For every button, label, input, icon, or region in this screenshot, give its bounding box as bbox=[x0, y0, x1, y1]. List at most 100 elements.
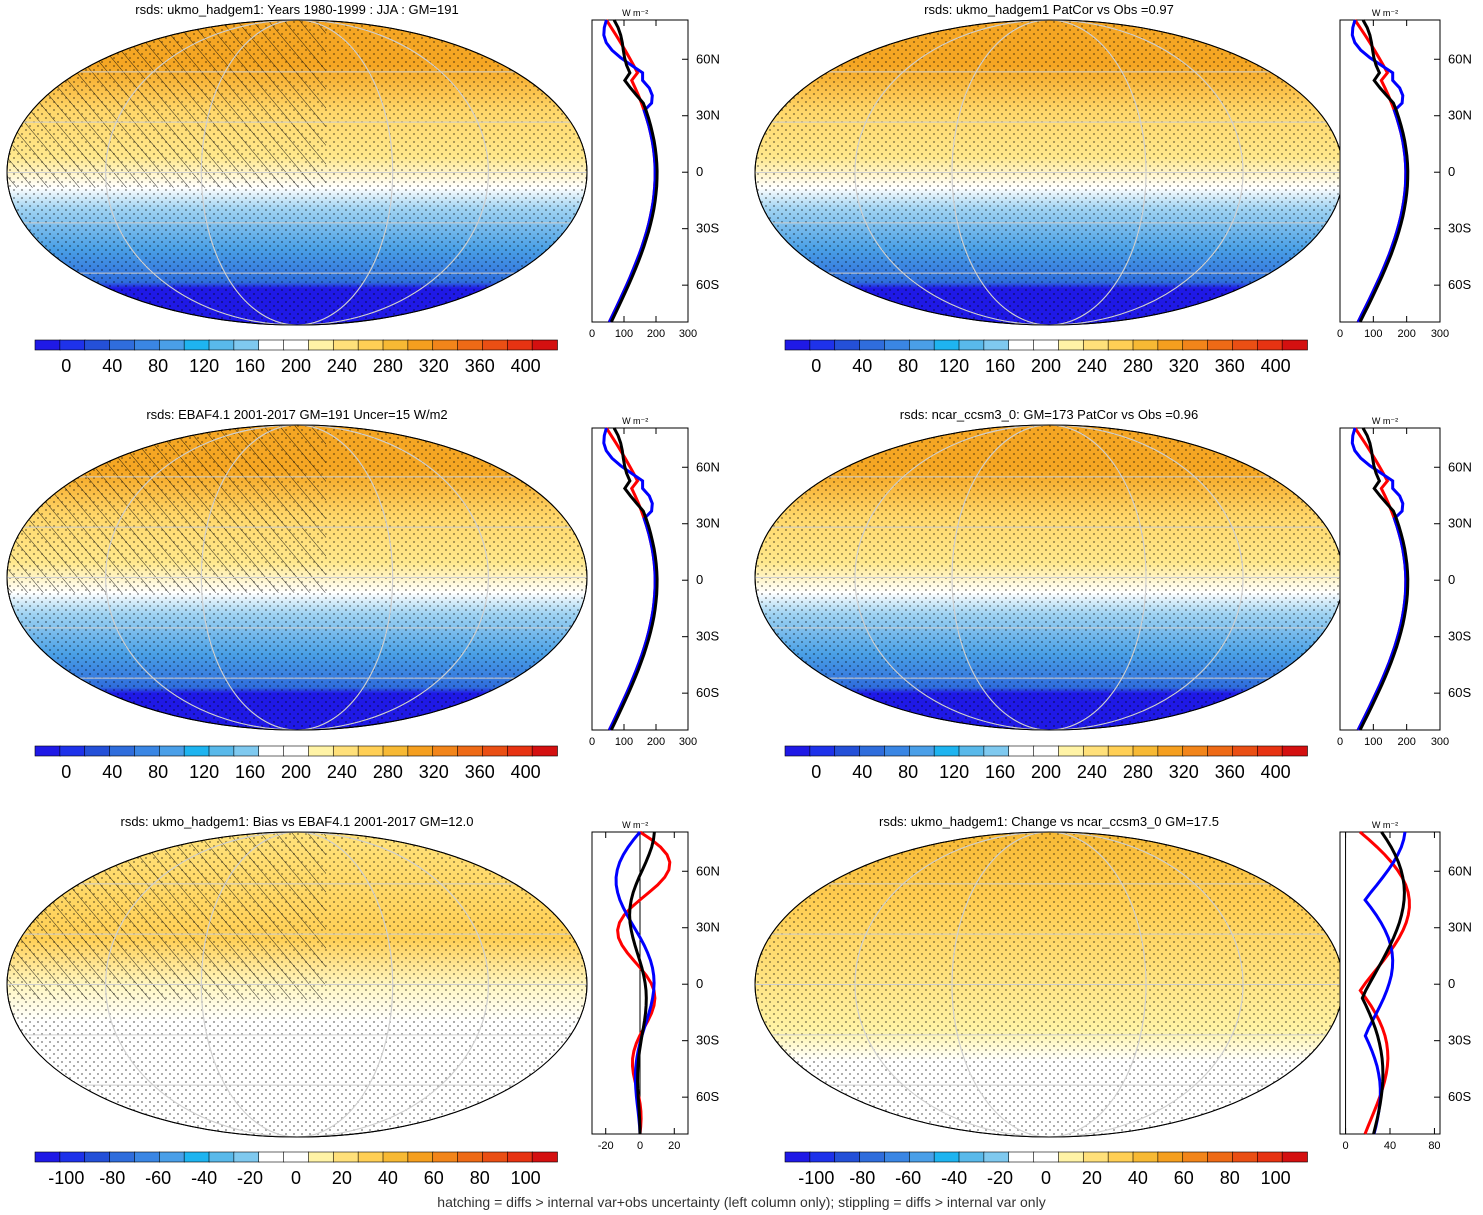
zonal-mean-plot: W m⁻² 0 100 200 300 60N 30N 0 30S 60S bbox=[1337, 8, 1472, 340]
panel-4: rsds: ncar_ccsm3_0: GM=173 PatCor vs Obs… bbox=[754, 407, 1472, 782]
zonal-x-tick-label: 0 bbox=[1337, 736, 1343, 748]
colorbar-swatch bbox=[1033, 1151, 1060, 1163]
colorbar-swatch bbox=[859, 745, 886, 757]
zonal-lat-label: 30N bbox=[696, 108, 720, 123]
colorbar-swatch bbox=[208, 1151, 235, 1163]
zonal-lat-label: 30N bbox=[1448, 920, 1472, 935]
colorbar-label: 320 bbox=[419, 762, 449, 782]
zonal-x-tick-label: 100 bbox=[1364, 736, 1382, 748]
colorbar-swatch bbox=[158, 745, 185, 757]
colorbar-label: 80 bbox=[898, 356, 918, 376]
colorbar-swatch bbox=[908, 339, 935, 351]
panel-3: rsds: EBAF4.1 2001-2017 GM=191 Uncer=15 … bbox=[6, 407, 720, 782]
colorbar-swatch bbox=[283, 1151, 310, 1163]
zonal-x-tick-label: 80 bbox=[1428, 1140, 1440, 1152]
colorbar-label: 120 bbox=[939, 762, 969, 782]
colorbar-label: 160 bbox=[235, 762, 265, 782]
zonal-lat-label: 0 bbox=[696, 976, 703, 991]
colorbar-swatch bbox=[1008, 339, 1035, 351]
colorbar-swatch bbox=[1207, 745, 1234, 757]
colorbar-label: 80 bbox=[470, 1168, 490, 1188]
zonal-line-blue bbox=[1350, 19, 1408, 323]
colorbar-swatch bbox=[884, 1151, 911, 1163]
colorbar-label: 0 bbox=[61, 762, 71, 782]
zonal-x-tick-label: 300 bbox=[1431, 328, 1449, 340]
zonal-line-blue bbox=[602, 19, 657, 323]
colorbar-swatch bbox=[809, 1151, 836, 1163]
colorbar-label: -40 bbox=[941, 1168, 967, 1188]
colorbar-label: -60 bbox=[895, 1168, 921, 1188]
colorbar-swatch bbox=[59, 339, 86, 351]
zonal-lat-label: 60N bbox=[1448, 459, 1472, 474]
zonal-line-black bbox=[1360, 831, 1406, 1135]
colorbar-swatch bbox=[258, 745, 285, 757]
colorbar: 0 40 80 120 160 200 240 280 320 360 400 bbox=[34, 745, 558, 782]
colorbar: -100 -80 -60 -40 -20 0 20 40 60 80 100 bbox=[784, 1151, 1308, 1188]
colorbar-swatch bbox=[1033, 745, 1060, 757]
colorbar-swatch bbox=[109, 1151, 136, 1163]
zonal-lat-label: 60S bbox=[696, 685, 719, 700]
zonal-x-tick-label: 100 bbox=[1364, 328, 1382, 340]
colorbar-label: 80 bbox=[898, 762, 918, 782]
colorbar-swatch bbox=[382, 339, 409, 351]
zonal-unit-label: W m⁻² bbox=[1372, 416, 1398, 426]
colorbar-swatch bbox=[407, 1151, 434, 1163]
colorbar-swatch bbox=[183, 1151, 210, 1163]
colorbar-swatch bbox=[258, 339, 285, 351]
colorbar-swatch bbox=[134, 339, 161, 351]
zonal-mean-plot: W m⁻² 0 100 200 300 60N 30N 0 30S 60S bbox=[1337, 416, 1472, 748]
zonal-lat-label: 60N bbox=[1448, 51, 1472, 66]
zonal-x-tick-label: 0 bbox=[589, 328, 595, 340]
colorbar-label: 0 bbox=[291, 1168, 301, 1188]
colorbar-label: -20 bbox=[237, 1168, 263, 1188]
colorbar-swatch bbox=[407, 745, 434, 757]
colorbar-swatch bbox=[958, 745, 985, 757]
colorbar-swatch bbox=[1207, 339, 1234, 351]
colorbar-label: 200 bbox=[281, 356, 311, 376]
colorbar-label: 280 bbox=[1123, 356, 1153, 376]
zonal-lat-label: 60S bbox=[1448, 1089, 1471, 1104]
colorbar-swatch bbox=[834, 745, 861, 757]
colorbar-swatch bbox=[983, 339, 1010, 351]
zonal-x-tick-label: 200 bbox=[1397, 736, 1415, 748]
colorbar-label: 240 bbox=[1077, 356, 1107, 376]
colorbar-swatch bbox=[1232, 1151, 1259, 1163]
zonal-axes-frame bbox=[1339, 427, 1441, 731]
zonal-unit-label: W m⁻² bbox=[622, 416, 648, 426]
colorbar-swatch bbox=[1182, 745, 1209, 757]
colorbar-label: 60 bbox=[1174, 1168, 1194, 1188]
colorbar-swatch bbox=[457, 745, 484, 757]
map-outline bbox=[6, 831, 588, 1138]
zonal-line-blue bbox=[614, 831, 656, 1135]
colorbar-swatch bbox=[158, 339, 185, 351]
zonal-line-blue bbox=[602, 427, 657, 731]
colorbar-swatch bbox=[432, 1151, 459, 1163]
colorbar-swatch bbox=[432, 745, 459, 757]
zonal-x-tick-label: 300 bbox=[1431, 736, 1449, 748]
colorbar-swatch bbox=[482, 1151, 509, 1163]
colorbar-label: 40 bbox=[102, 762, 122, 782]
map-outline bbox=[6, 19, 588, 326]
colorbar-label: 120 bbox=[189, 356, 219, 376]
panel-title: rsds: ncar_ccsm3_0: GM=173 PatCor vs Obs… bbox=[900, 407, 1198, 422]
zonal-line-black bbox=[609, 19, 659, 323]
zonal-lat-label: 30S bbox=[696, 221, 719, 236]
panel-6: rsds: ukmo_hadgem1: Change vs ncar_ccsm3… bbox=[754, 814, 1472, 1188]
colorbar-swatch bbox=[884, 745, 911, 757]
zonal-lat-label: 60N bbox=[696, 863, 720, 878]
zonal-line-black bbox=[609, 427, 659, 731]
zonal-mean-plot: W m⁻² -20 0 20 60N 30N 0 30S 60S bbox=[591, 820, 720, 1152]
zonal-x-tick-label: 200 bbox=[1397, 328, 1415, 340]
colorbar-swatch bbox=[1232, 339, 1259, 351]
hatching-overlay bbox=[7, 20, 326, 188]
colorbar-label: -60 bbox=[145, 1168, 171, 1188]
colorbar-label: 0 bbox=[1041, 1168, 1051, 1188]
colorbar-swatch bbox=[109, 745, 136, 757]
zonal-axes-frame bbox=[1339, 19, 1441, 323]
zonal-axes-frame bbox=[591, 427, 689, 731]
colorbar-swatch bbox=[158, 1151, 185, 1163]
colorbar-swatch bbox=[457, 339, 484, 351]
zonal-x-tick-label: 100 bbox=[615, 328, 633, 340]
zonal-mean-plot: W m⁻² 0 40 80 60N 30N 0 30S 60S bbox=[1339, 820, 1472, 1152]
colorbar-label: 360 bbox=[465, 762, 495, 782]
